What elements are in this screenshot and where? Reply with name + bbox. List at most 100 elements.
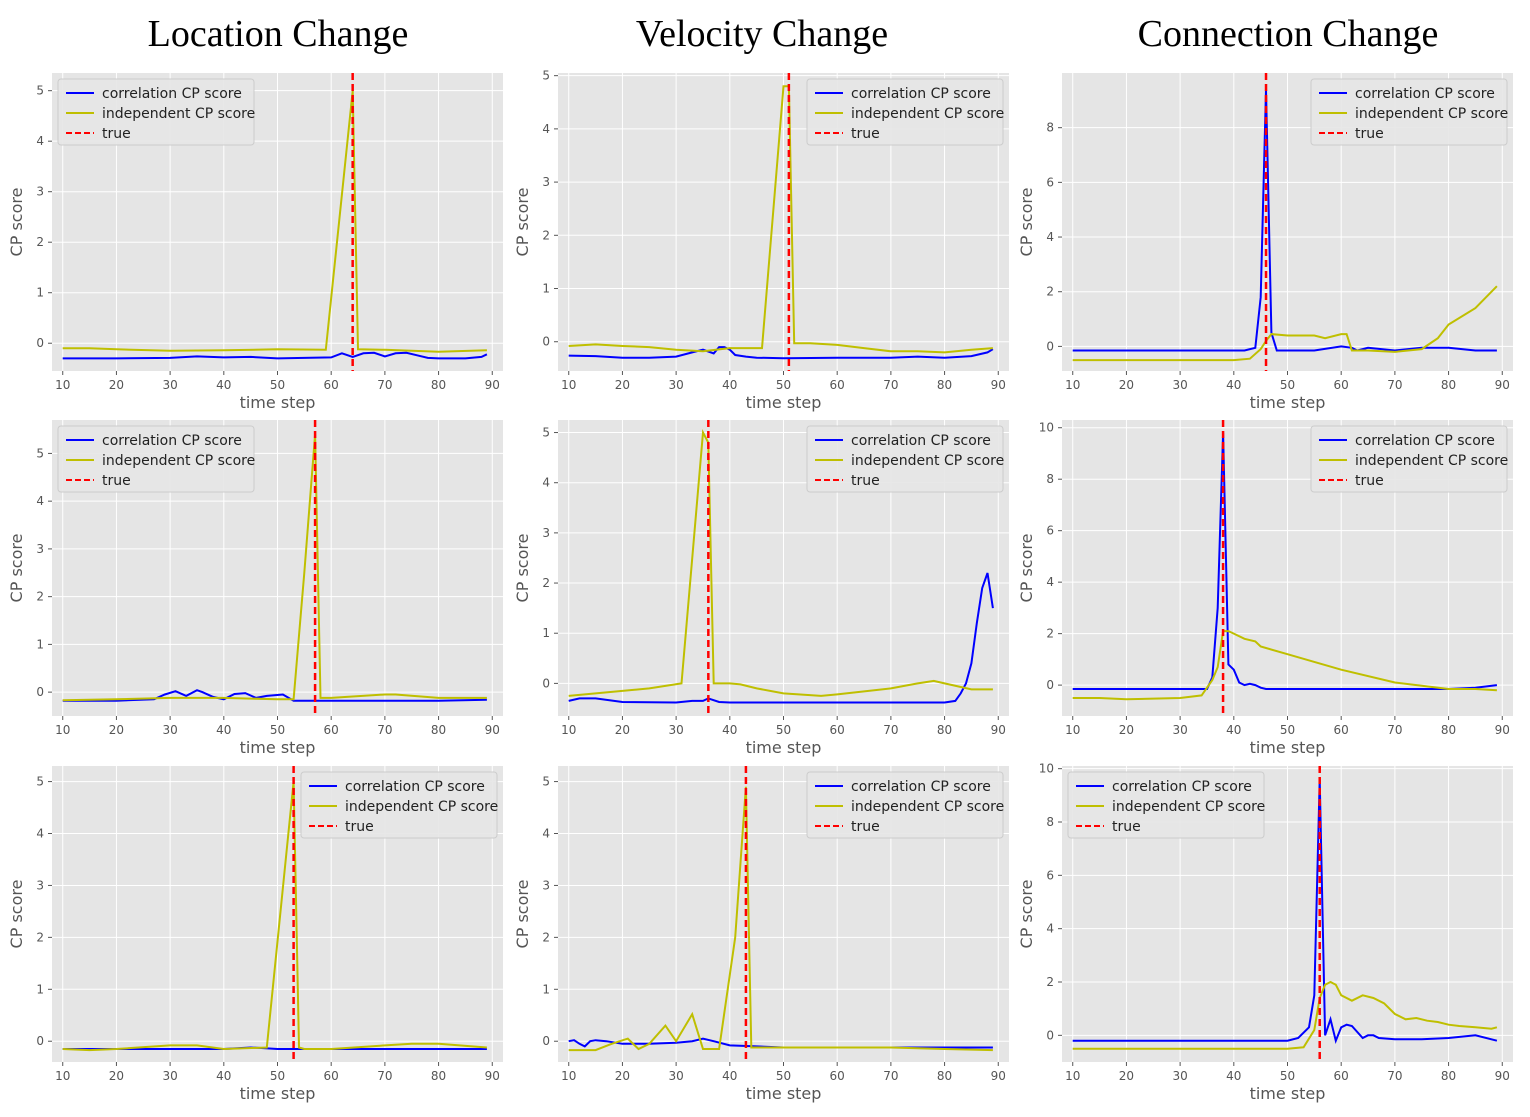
legend-label: true: [345, 819, 374, 835]
y-tick-label: 2: [542, 930, 550, 944]
y-tick-label: 4: [1046, 922, 1054, 936]
y-tick-label: 0: [542, 676, 550, 690]
y-tick-label: 2: [542, 228, 550, 242]
x-tick-label: 20: [615, 1069, 630, 1083]
legend-box: [806, 78, 1004, 146]
y-tick-label: 10: [1039, 762, 1054, 776]
legend-label: correlation CP score: [851, 779, 991, 795]
chart-panel-7: 10 20 30 40 50 60 70 80 90 0 1 2 3 4 5 time step CP scor…: [7, 766, 503, 1103]
legend-label: correlation CP score: [1355, 433, 1495, 449]
x-tick-label: 30: [162, 378, 177, 392]
y-tick-label: 2: [1046, 975, 1054, 989]
legend-box: [1310, 78, 1508, 146]
x-tick-label: 70: [1387, 1069, 1402, 1083]
y-tick-label: 6: [1046, 175, 1054, 189]
y-tick-label: 0: [36, 1034, 44, 1048]
x-axis-label: time step: [746, 1084, 822, 1103]
legend: correlation CP score independent CP score…: [57, 425, 255, 493]
legend-label: independent CP score: [851, 453, 1004, 469]
x-tick-label: 90: [991, 723, 1006, 737]
y-tick-label: 1: [36, 637, 44, 651]
x-tick-label: 40: [216, 723, 231, 737]
legend-label: independent CP score: [102, 106, 255, 122]
x-tick-label: 10: [55, 1069, 70, 1083]
y-tick-label: 0: [542, 1034, 550, 1048]
y-tick-label: 4: [542, 476, 550, 490]
y-tick-label: 5: [542, 69, 550, 83]
correlation-series-line: [568, 572, 994, 704]
chart-panel-9: 10 20 30 40 50 60 70 80 90 0 2 4 6 8 10 time step CP sco…: [1017, 762, 1513, 1103]
x-tick-label: 90: [1495, 1069, 1510, 1083]
y-axis-label: CP score: [513, 188, 532, 257]
x-axis-label: time step: [240, 738, 316, 757]
column-title-velocity: Velocity Change: [635, 13, 889, 55]
y-tick-label: 2: [1046, 627, 1054, 641]
x-tick-label: 30: [1172, 723, 1187, 737]
x-tick-label: 40: [216, 378, 231, 392]
independent-series-line: [1072, 285, 1498, 362]
x-tick-label: 70: [883, 1069, 898, 1083]
y-tick-label: 3: [36, 878, 44, 892]
x-tick-label: 70: [883, 378, 898, 392]
legend: correlation CP score independent CP score…: [1310, 425, 1508, 493]
legend-label: true: [851, 819, 880, 835]
legend: correlation CP score independent CP score…: [1067, 771, 1265, 839]
chart-panel-1: 10 20 30 40 50 60 70 80 90 0 1 2 3 4 5 time step CP scor…: [7, 73, 503, 412]
y-tick-label: 1: [36, 286, 44, 300]
y-tick-label: 3: [542, 175, 550, 189]
x-tick-label: 80: [937, 723, 952, 737]
legend-label: correlation CP score: [1112, 779, 1252, 795]
x-tick-label: 40: [1226, 723, 1241, 737]
x-tick-label: 70: [377, 723, 392, 737]
x-tick-label: 40: [722, 1069, 737, 1083]
y-tick-label: 1: [36, 982, 44, 996]
correlation-series-line: [568, 346, 994, 360]
x-tick-label: 80: [1441, 378, 1456, 392]
x-axis-label: time step: [240, 393, 316, 412]
y-axis-label: CP score: [513, 534, 532, 603]
legend-label: independent CP score: [345, 799, 498, 815]
x-tick-label: 40: [722, 723, 737, 737]
x-tick-label: 10: [561, 723, 576, 737]
y-tick-label: 3: [36, 542, 44, 556]
y-tick-label: 8: [1046, 121, 1054, 135]
y-tick-label: 4: [542, 827, 550, 841]
independent-series-line: [568, 429, 993, 697]
correlation-series-line: [1072, 779, 1498, 1044]
x-tick-label: 50: [776, 378, 791, 392]
x-tick-label: 10: [1065, 723, 1080, 737]
y-tick-label: 0: [36, 336, 44, 350]
x-tick-label: 40: [722, 378, 737, 392]
y-axis-label: CP score: [1017, 880, 1036, 949]
y-tick-label: 1: [542, 282, 550, 296]
legend-label: independent CP score: [851, 106, 1004, 122]
x-tick-label: 80: [1441, 1069, 1456, 1083]
x-tick-label: 30: [1172, 1069, 1187, 1083]
y-tick-label: 2: [36, 930, 44, 944]
column-title-connection: Connection Change: [1137, 13, 1439, 55]
x-tick-label: 50: [1280, 1069, 1295, 1083]
x-tick-label: 70: [377, 1069, 392, 1083]
x-tick-label: 50: [776, 1069, 791, 1083]
x-axis-label: time step: [1250, 738, 1326, 757]
chart-panel-8: 10 20 30 40 50 60 70 80 90 0 1 2 3 4 5 time step CP scor…: [513, 766, 1009, 1103]
legend-box: [806, 771, 1004, 839]
x-tick-label: 50: [270, 723, 285, 737]
legend: correlation CP score independent CP score…: [806, 425, 1004, 493]
legend-label: true: [1355, 126, 1384, 142]
x-tick-label: 90: [991, 1069, 1006, 1083]
y-tick-label: 3: [36, 185, 44, 199]
x-tick-label: 90: [485, 378, 500, 392]
x-tick-label: 70: [377, 378, 392, 392]
legend-label: true: [1112, 819, 1141, 835]
legend-label: independent CP score: [1355, 453, 1508, 469]
legend-label: correlation CP score: [345, 779, 485, 795]
y-tick-label: 3: [542, 526, 550, 540]
y-tick-label: 5: [36, 775, 44, 789]
x-tick-label: 80: [431, 378, 446, 392]
chart-panel-5: 10 20 30 40 50 60 70 80 90 0 1 2 3 4 5 time step CP scor…: [513, 420, 1009, 757]
x-axis-label: time step: [746, 393, 822, 412]
independent-series-line: [62, 434, 487, 702]
legend-label: independent CP score: [851, 799, 1004, 815]
